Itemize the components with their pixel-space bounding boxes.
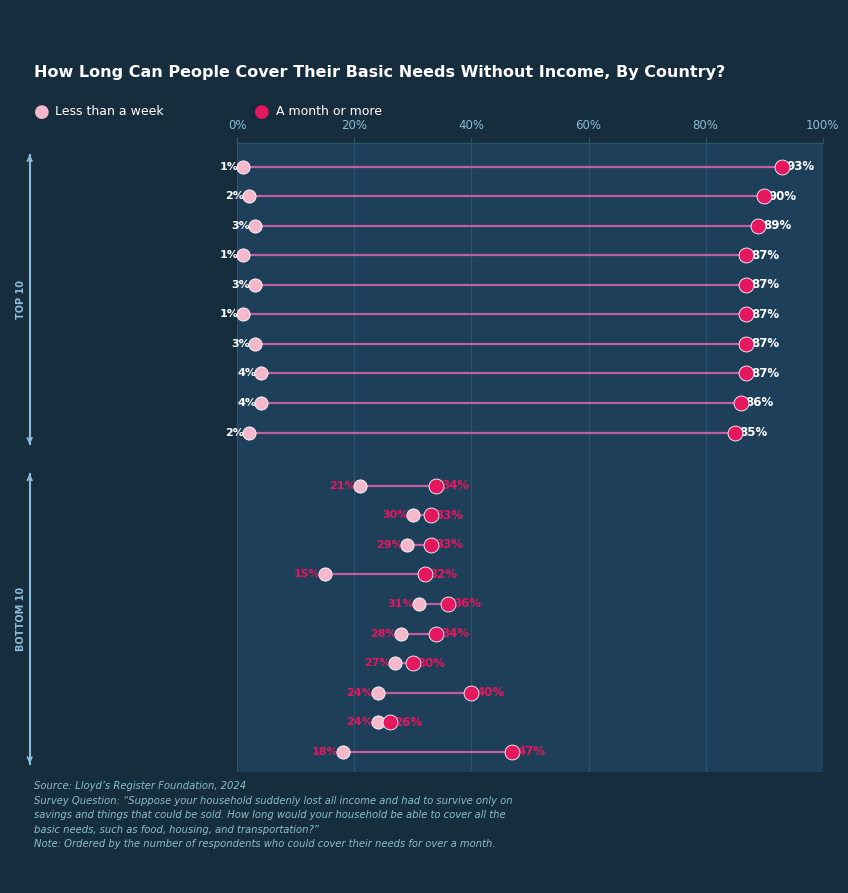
Point (465, 686, 478, 700)
Point (382, 715, 396, 730)
Text: ●: ● (34, 103, 50, 121)
Text: 4%: 4% (237, 369, 256, 379)
Point (728, 425, 741, 439)
Point (757, 189, 771, 204)
Point (248, 219, 262, 233)
Point (371, 715, 385, 730)
Point (336, 745, 349, 759)
Text: 18%: 18% (311, 747, 338, 756)
Text: 47%: 47% (517, 746, 545, 758)
Text: 29%: 29% (376, 540, 403, 550)
Text: 15%: 15% (294, 570, 321, 580)
Text: 36%: 36% (453, 597, 481, 611)
Point (430, 626, 444, 640)
Text: 32%: 32% (429, 568, 457, 581)
Text: 87%: 87% (751, 338, 779, 350)
Text: 34%: 34% (441, 480, 469, 492)
Text: A month or more: A month or more (276, 105, 382, 118)
Text: 85%: 85% (739, 426, 767, 439)
Point (412, 597, 426, 611)
Point (734, 396, 747, 410)
Point (406, 508, 420, 522)
Text: 24%: 24% (347, 717, 373, 727)
Point (394, 626, 408, 640)
Text: BOTTOM 10: BOTTOM 10 (16, 587, 26, 651)
Text: 89%: 89% (763, 219, 791, 232)
Point (424, 538, 438, 552)
Text: Less than a week: Less than a week (55, 105, 164, 118)
Text: 40%: 40% (477, 686, 505, 699)
Text: 33%: 33% (435, 509, 463, 522)
Point (406, 656, 420, 671)
Point (248, 337, 262, 351)
Point (430, 479, 444, 493)
Point (254, 366, 268, 380)
Point (388, 656, 402, 671)
Text: 30%: 30% (382, 510, 408, 521)
Point (739, 307, 753, 321)
Text: 27%: 27% (364, 658, 391, 668)
Text: 2%: 2% (226, 191, 244, 201)
Text: 28%: 28% (370, 629, 397, 638)
Point (441, 597, 455, 611)
Text: 1%: 1% (220, 162, 238, 171)
Text: Source: Lloyd’s Register Foundation, 2024
Survey Question: “Suppose your househo: Source: Lloyd’s Register Foundation, 202… (34, 781, 512, 849)
Text: 3%: 3% (232, 221, 250, 230)
Point (237, 307, 250, 321)
Text: ●: ● (254, 103, 271, 121)
Point (248, 278, 262, 292)
Point (254, 396, 268, 410)
Text: 87%: 87% (751, 279, 779, 291)
Text: 2%: 2% (226, 428, 244, 438)
Text: TOP 10: TOP 10 (16, 280, 26, 319)
Point (318, 567, 332, 581)
Text: 1%: 1% (220, 250, 238, 260)
Point (775, 159, 789, 173)
Point (424, 508, 438, 522)
Point (739, 278, 753, 292)
Text: 4%: 4% (237, 398, 256, 408)
Point (739, 337, 753, 351)
Point (400, 538, 414, 552)
Text: 26%: 26% (394, 715, 422, 729)
Text: 33%: 33% (435, 538, 463, 551)
Text: 87%: 87% (751, 248, 779, 262)
Text: 87%: 87% (751, 308, 779, 321)
Point (418, 567, 432, 581)
Text: 3%: 3% (232, 280, 250, 289)
Point (739, 366, 753, 380)
Point (751, 219, 765, 233)
Point (505, 745, 519, 759)
Text: 31%: 31% (388, 599, 414, 609)
Point (354, 479, 367, 493)
Text: 3%: 3% (232, 338, 250, 349)
Text: 87%: 87% (751, 367, 779, 380)
Point (237, 159, 250, 173)
Text: 24%: 24% (347, 688, 373, 697)
Text: 86%: 86% (745, 396, 773, 410)
Text: 34%: 34% (441, 627, 469, 640)
Point (243, 189, 256, 204)
Text: 30%: 30% (418, 656, 446, 670)
Text: How Long Can People Cover Their Basic Needs Without Income, By Country?: How Long Can People Cover Their Basic Ne… (34, 65, 725, 80)
Point (739, 248, 753, 263)
Text: 93%: 93% (786, 160, 814, 173)
Text: 1%: 1% (220, 309, 238, 320)
Point (371, 686, 385, 700)
Text: 21%: 21% (329, 480, 355, 491)
Point (243, 425, 256, 439)
Text: 90%: 90% (769, 189, 797, 203)
Point (237, 248, 250, 263)
